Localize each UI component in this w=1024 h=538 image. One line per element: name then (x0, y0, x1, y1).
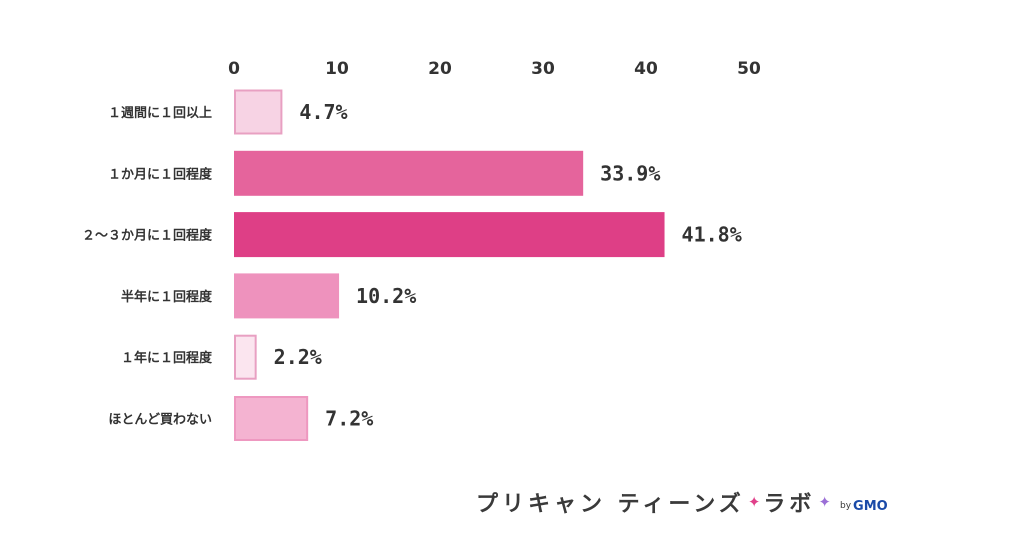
value-labels: 4.7% 33.9% 41.8% 10.2% 2.2% 7.2% (274, 100, 742, 431)
category-label: １週間に１回以上 (108, 106, 212, 121)
bar (234, 212, 665, 258)
data-label: 7.2% (325, 407, 373, 431)
brand-name-end: ラボ (763, 492, 816, 517)
x-tick-label: 10 (325, 59, 349, 79)
data-label: 2.2% (274, 345, 322, 369)
brand-logo: プリキャン ティーンズ ✦ ラボ ✦ by GMO (476, 487, 888, 517)
brand-by: by (839, 501, 852, 511)
category-label: １か月に１回程度 (108, 166, 213, 182)
category-label: 半年に１回程度 (121, 289, 213, 305)
brand-name: プリキャン ティーンズ (476, 492, 745, 517)
sparkle-icon: ✦ (747, 493, 761, 511)
bar (234, 396, 309, 441)
bar (234, 89, 283, 135)
data-label: 33.9% (600, 161, 660, 185)
x-tick-label: 40 (634, 59, 658, 79)
data-label: 41.8% (682, 223, 742, 247)
x-tick-label: 50 (737, 59, 761, 79)
data-label: 10.2% (356, 284, 416, 308)
x-tick-label: 30 (531, 59, 555, 79)
bar (234, 334, 257, 380)
x-axis-ticks: 0 10 20 30 40 50 (228, 59, 761, 79)
category-label: ２～３か月に１回程度 (82, 228, 213, 244)
brand-company: GMO (853, 499, 888, 514)
category-label: １年に１回程度 (121, 350, 213, 366)
category-label: ほとんど買わない (108, 413, 212, 428)
x-tick-label: 20 (428, 59, 452, 79)
bar (234, 150, 584, 196)
bar (234, 273, 340, 319)
bars (234, 89, 665, 441)
sparkle-icon: ✦ (818, 493, 831, 511)
data-label: 4.7% (299, 100, 347, 124)
x-tick-label: 0 (228, 59, 240, 79)
